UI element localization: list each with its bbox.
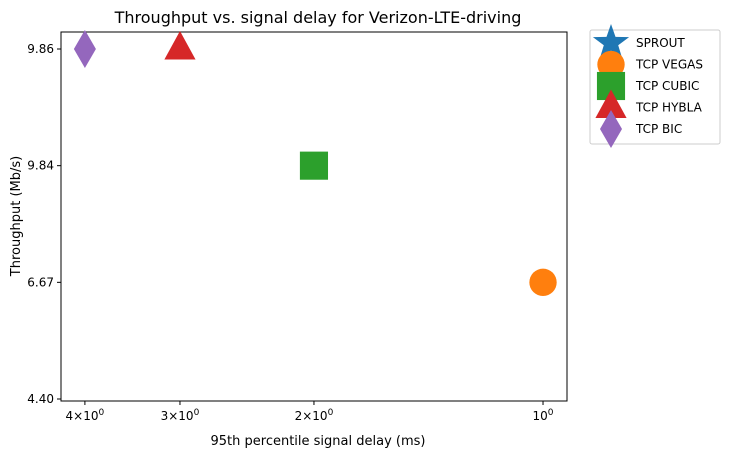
chart-title: Throughput vs. signal delay for Verizon-… xyxy=(114,8,522,27)
x-tick-label: 2×100 xyxy=(295,408,334,423)
x-tick-label: 3×100 xyxy=(161,408,200,423)
plot-area xyxy=(60,31,568,402)
legend-marker xyxy=(595,89,627,118)
legend-marker xyxy=(599,110,623,148)
data-point-tcp-vegas xyxy=(529,268,557,297)
legend-label: TCP BIC xyxy=(635,122,682,136)
legend-label: TCP VEGAS xyxy=(635,58,703,72)
data-point-tcp-bic xyxy=(73,30,96,68)
legend-label: TCP HYBLA xyxy=(635,101,703,115)
y-tick-label: 4.40 xyxy=(27,392,54,406)
y-axis-label: Throughput (Mb/s) xyxy=(9,156,24,277)
legend-marker xyxy=(597,50,625,79)
data-point-tcp-cubic xyxy=(299,151,329,180)
legend-marker xyxy=(592,24,630,59)
x-axis-ticks: 4×100 3×100 2×100 100 xyxy=(66,401,554,423)
y-axis-ticks: 4.40 6.67 9.84 9.86 xyxy=(27,42,61,406)
y-tick-label: 6.67 xyxy=(27,275,54,289)
y-tick-label: 9.86 xyxy=(27,42,54,56)
y-tick-label: 9.84 xyxy=(27,159,54,173)
x-axis-label: 95th percentile signal delay (ms) xyxy=(211,434,426,449)
legend-label: SPROUT xyxy=(636,36,685,50)
data-markers xyxy=(73,30,557,297)
data-point-tcp-hybla xyxy=(164,30,196,60)
x-tick-label: 100 xyxy=(533,408,554,423)
x-tick-label: 4×100 xyxy=(66,408,105,423)
legend-label: TCP CUBIC xyxy=(635,79,699,93)
legend: SPROUT TCP VEGAS TCP CUBIC TCP HYBLA TCP BIC xyxy=(589,24,721,148)
